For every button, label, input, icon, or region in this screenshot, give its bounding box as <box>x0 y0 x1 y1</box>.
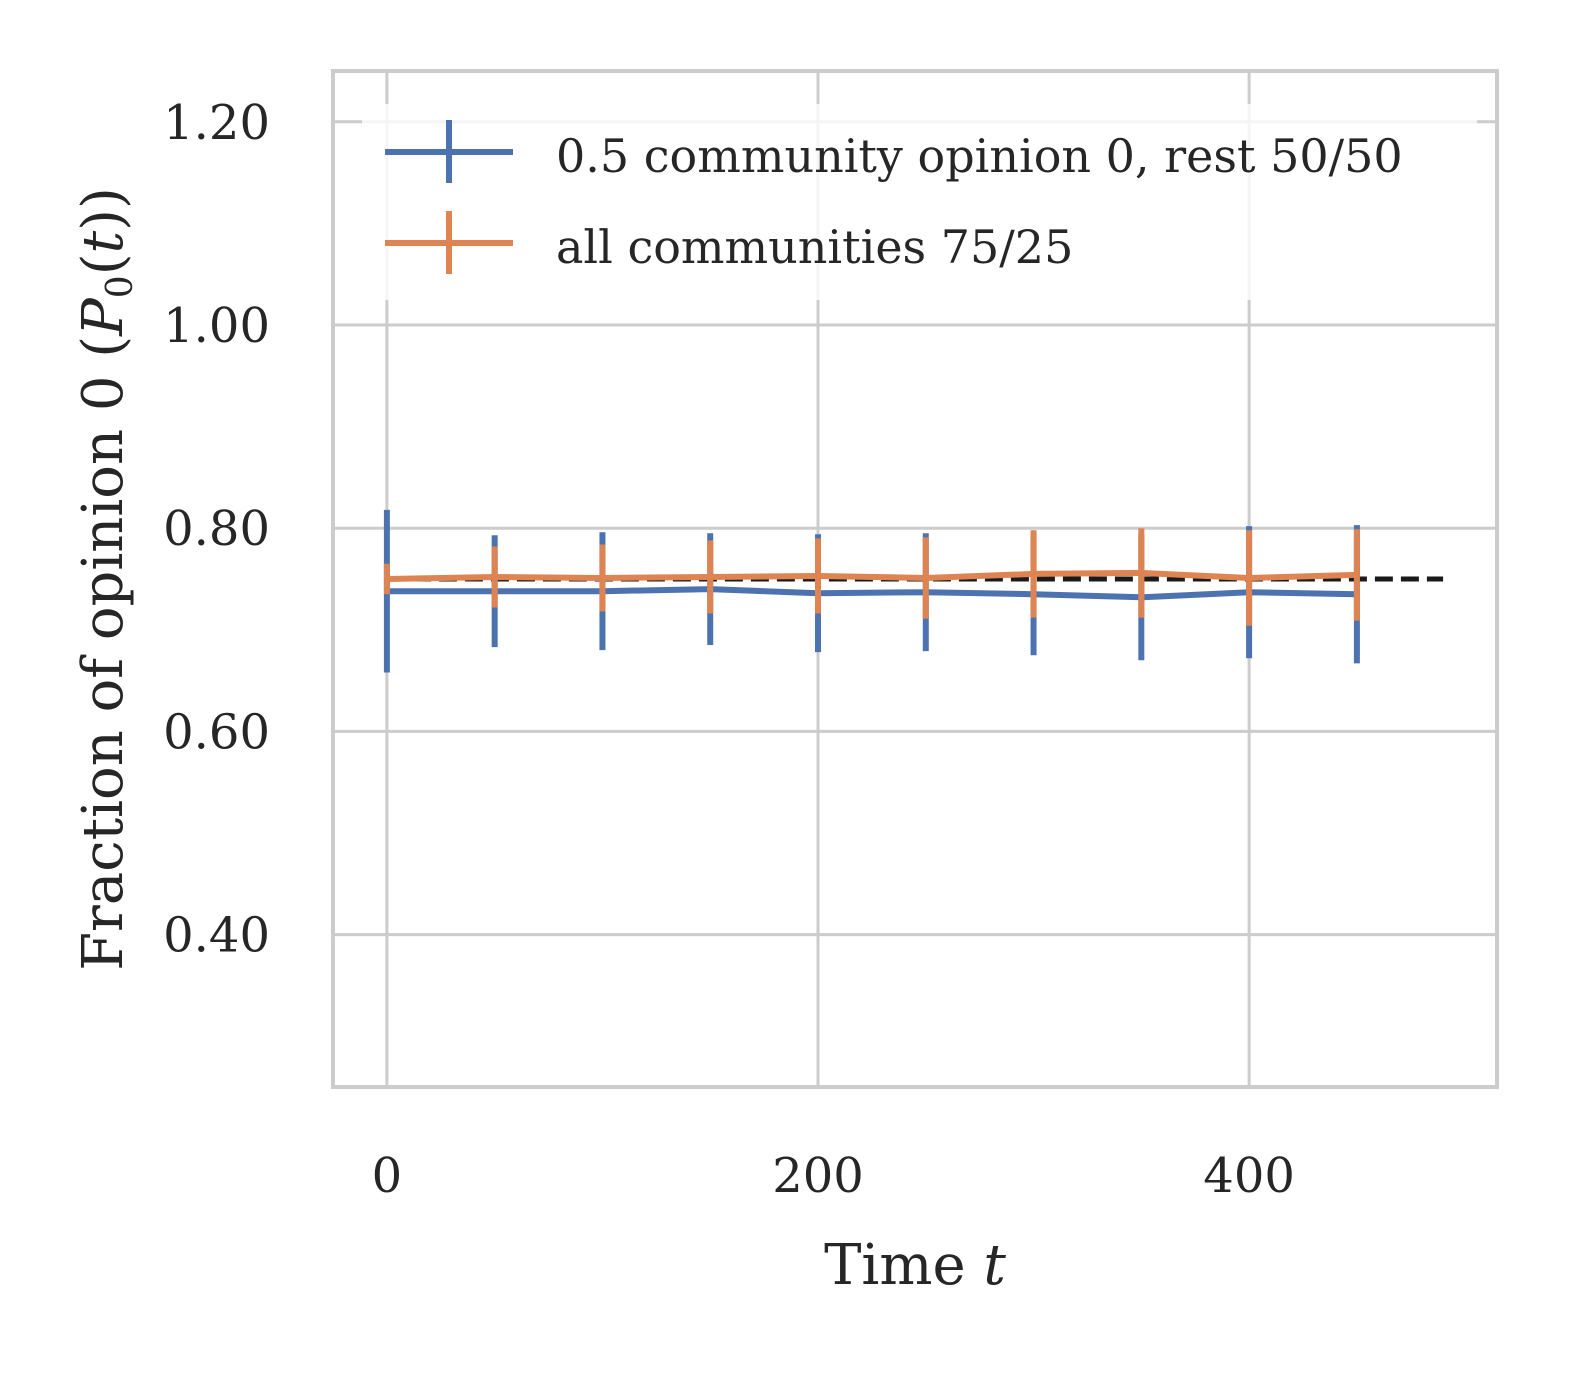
x-axis-label: Time t <box>824 1233 1006 1298</box>
series-2 <box>383 528 1360 626</box>
y-tick-label: 0.40 <box>163 908 270 964</box>
series-line <box>383 586 1360 601</box>
legend-entry-series-1: 0.5 community opinion 0, rest 50/50 <box>385 120 1403 183</box>
series-1 <box>383 509 1360 673</box>
series-layer <box>383 509 1360 673</box>
y-tick-label: 1.00 <box>163 298 270 354</box>
series-line <box>383 569 1360 582</box>
y-axis-label: Fraction of opinion 0 (P0(t)) <box>71 187 141 971</box>
y-tick-label: 0.80 <box>163 501 270 557</box>
x-tick-label: 400 <box>1203 1148 1295 1204</box>
legend: 0.5 community opinion 0, rest 50/50 all … <box>362 104 1477 300</box>
y-tick-label: 1.20 <box>163 95 270 151</box>
tick-labels: 0 200 400 0.40 0.60 0.80 1.00 1.20 <box>163 95 1295 1204</box>
x-tick-label: 200 <box>772 1148 864 1204</box>
legend-label-series-1: 0.5 community opinion 0, rest 50/50 <box>556 129 1403 183</box>
plot-frame <box>331 69 1499 1089</box>
legend-box <box>362 104 1477 300</box>
x-tick-label: 0 <box>372 1148 403 1204</box>
legend-entry-series-2: all communities 75/25 <box>385 211 1073 274</box>
y-tick-label: 0.60 <box>163 704 270 760</box>
legend-label-series-2: all communities 75/25 <box>556 220 1073 274</box>
